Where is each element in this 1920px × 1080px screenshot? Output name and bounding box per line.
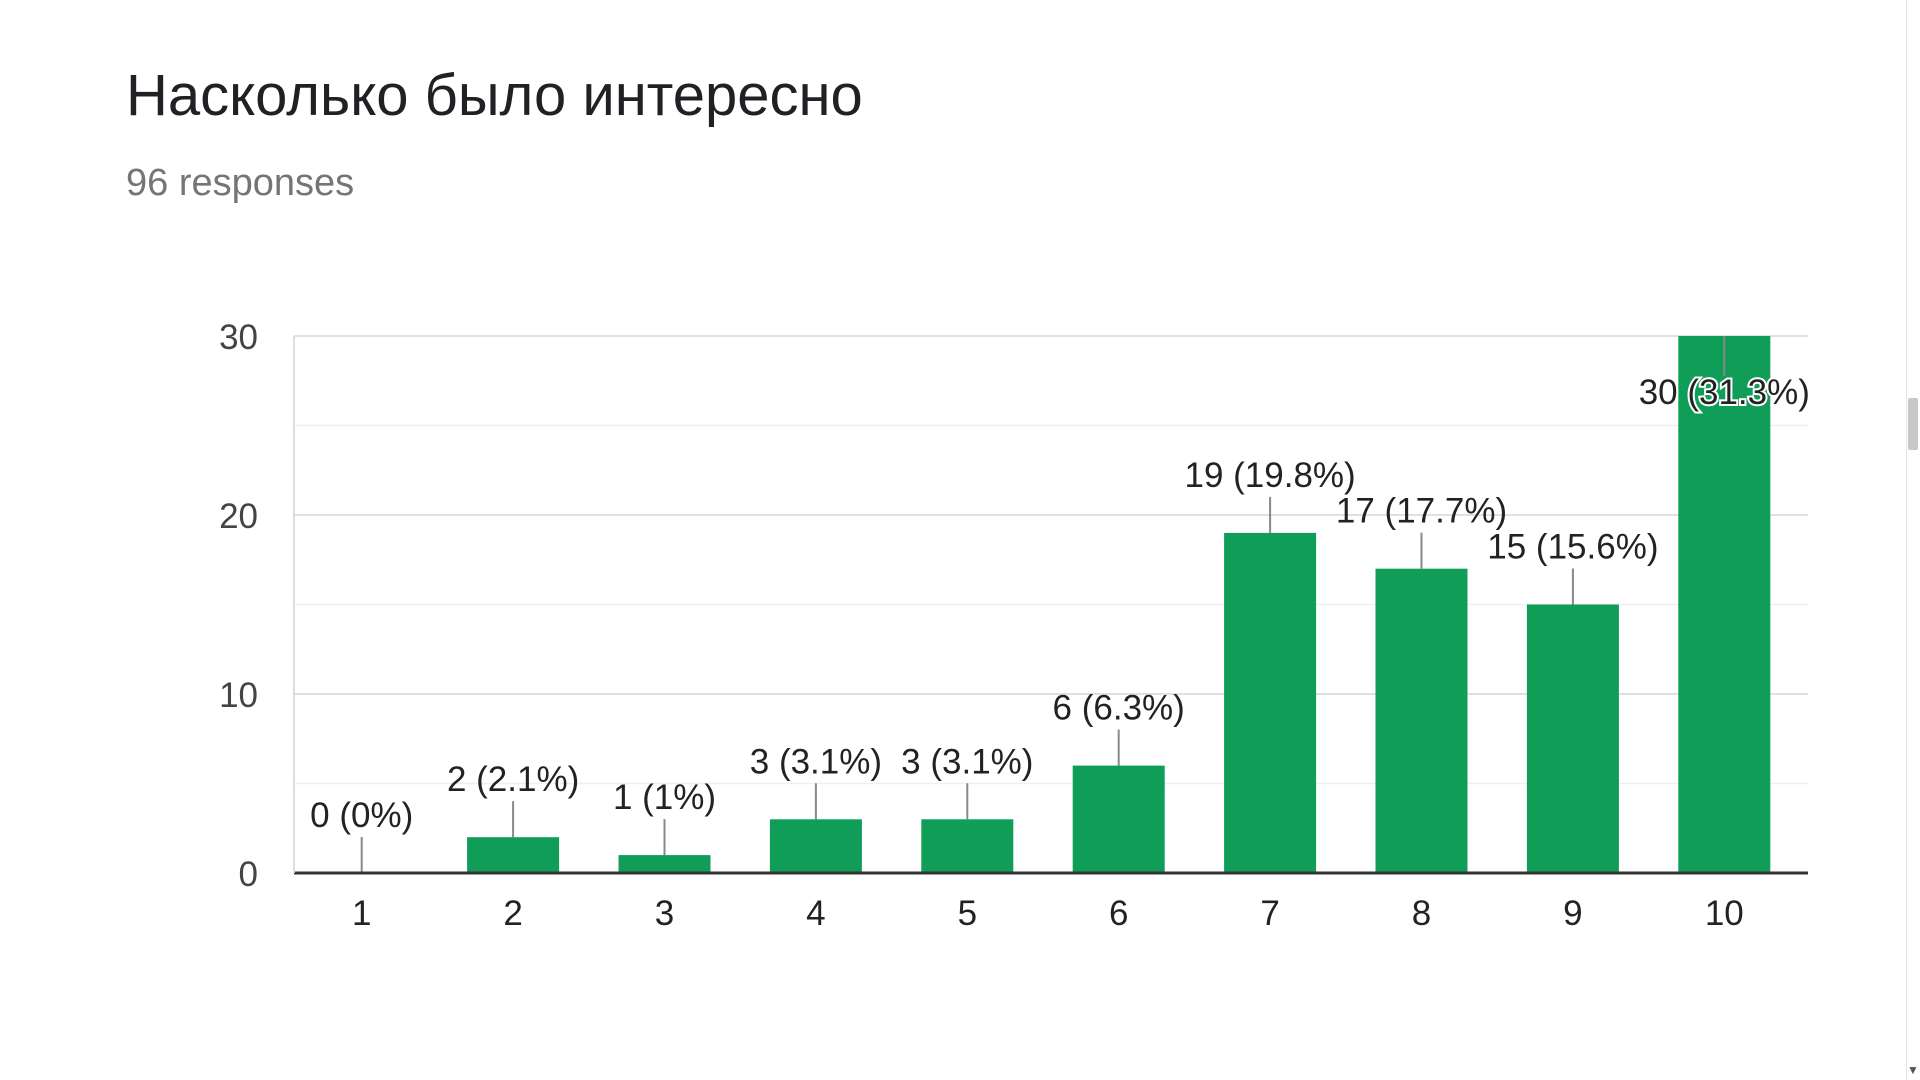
x-tick-label: 9 bbox=[1563, 894, 1582, 933]
data-label: 2 (2.1%) bbox=[447, 760, 579, 799]
data-label: 30 (31.3%) bbox=[1639, 373, 1810, 412]
x-tick-label: 7 bbox=[1260, 894, 1279, 933]
x-tick-label: 8 bbox=[1412, 894, 1431, 933]
x-tick-label: 1 bbox=[352, 894, 371, 933]
data-label: 0 (0%) bbox=[310, 796, 413, 835]
bar bbox=[1072, 765, 1165, 873]
y-tick-label: 30 bbox=[219, 318, 258, 357]
x-tick-label: 6 bbox=[1109, 894, 1128, 933]
scrollbar-border bbox=[1906, 0, 1907, 1080]
scrollbar-thumb[interactable] bbox=[1908, 398, 1918, 450]
x-tick-label: 4 bbox=[806, 894, 825, 933]
data-label: 6 (6.3%) bbox=[1053, 689, 1185, 728]
data-label-leaders bbox=[360, 336, 1726, 873]
bar bbox=[1526, 604, 1619, 873]
response-count: 96 responses bbox=[126, 162, 355, 204]
page-title: Насколько было интересно bbox=[126, 63, 863, 128]
data-label: 3 (3.1%) bbox=[901, 742, 1033, 781]
bar bbox=[1375, 568, 1468, 873]
x-tick-label: 5 bbox=[958, 894, 977, 933]
x-tick-label: 10 bbox=[1705, 894, 1744, 933]
y-tick-label: 10 bbox=[219, 676, 258, 715]
y-tick-label: 20 bbox=[219, 497, 258, 536]
bar bbox=[1678, 336, 1771, 873]
data-label: 3 (3.1%) bbox=[750, 742, 882, 781]
x-tick-label: 2 bbox=[503, 894, 522, 933]
bar bbox=[921, 819, 1014, 873]
x-tick-label: 3 bbox=[655, 894, 674, 933]
bar bbox=[769, 819, 862, 873]
data-labels: 0 (0%) 2 (2.1%) 1 (1%) 3 (3.1%) 3 (3.1%) 6 (6… bbox=[310, 371, 1812, 835]
data-label: 17 (17.7%) bbox=[1336, 492, 1507, 531]
x-axis-tick-labels: 1 2 3 4 5 6 7 8 9 10 bbox=[352, 894, 1744, 933]
bars bbox=[467, 336, 1771, 873]
scrollbar[interactable] bbox=[1904, 0, 1920, 1080]
data-label: 19 (19.8%) bbox=[1184, 456, 1355, 495]
data-label: 15 (15.6%) bbox=[1487, 528, 1658, 567]
y-tick-label: 0 bbox=[239, 855, 258, 894]
bar bbox=[1224, 532, 1317, 873]
bar bbox=[467, 837, 560, 873]
chevron-down-icon[interactable]: ▼ bbox=[1907, 1063, 1919, 1077]
bar bbox=[618, 855, 711, 873]
y-axis-tick-labels: 0 10 20 30 bbox=[219, 318, 258, 894]
data-label: 1 (1%) bbox=[613, 778, 716, 817]
